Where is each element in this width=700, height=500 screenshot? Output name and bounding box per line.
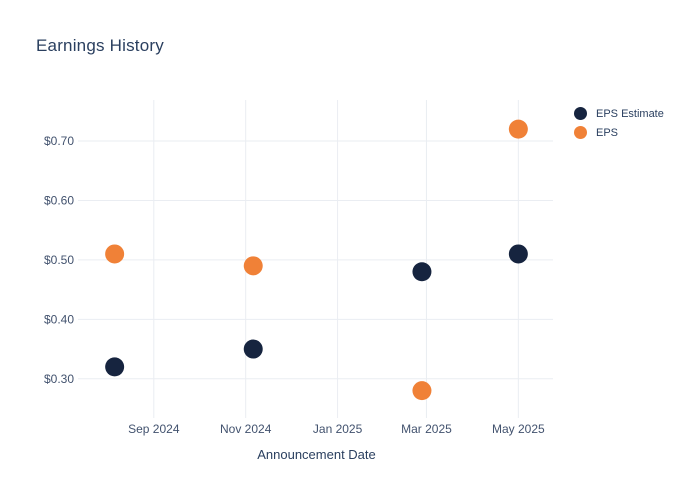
x-tick-label: May 2025 <box>492 422 545 436</box>
plot-area[interactable] <box>80 100 553 418</box>
y-tick-label: $0.50 <box>44 253 74 267</box>
data-point-eps-estimate[interactable] <box>508 244 528 264</box>
data-point-eps[interactable] <box>508 119 528 139</box>
eps-marker-icon <box>574 126 587 139</box>
y-tick-label: $0.30 <box>44 372 74 386</box>
x-tick-label: Jan 2025 <box>313 422 363 436</box>
eps-estimate-marker-icon <box>574 107 587 120</box>
legend-label-eps-estimate: EPS Estimate <box>596 107 664 120</box>
x-tick-label: Mar 2025 <box>401 422 452 436</box>
data-point-eps-estimate[interactable] <box>243 339 263 359</box>
chart-title: Earnings History <box>36 36 164 55</box>
x-tick-label: Nov 2024 <box>220 422 272 436</box>
data-point-eps[interactable] <box>243 256 263 276</box>
data-point-eps-estimate[interactable] <box>412 262 432 282</box>
y-tick-label: $0.40 <box>44 312 74 326</box>
data-point-eps[interactable] <box>105 244 125 264</box>
y-tick-label: $0.70 <box>44 134 74 148</box>
legend-item-eps[interactable]: EPS <box>574 123 664 142</box>
x-tick-label: Sep 2024 <box>128 422 180 436</box>
data-point-eps-estimate[interactable] <box>105 357 125 377</box>
y-tick-label: $0.60 <box>44 193 74 207</box>
legend: EPS Estimate EPS <box>574 104 664 142</box>
data-point-eps[interactable] <box>412 381 432 401</box>
legend-item-eps-estimate[interactable]: EPS Estimate <box>574 104 664 123</box>
x-axis-title: Announcement Date <box>257 447 376 462</box>
legend-label-eps: EPS <box>596 126 619 139</box>
